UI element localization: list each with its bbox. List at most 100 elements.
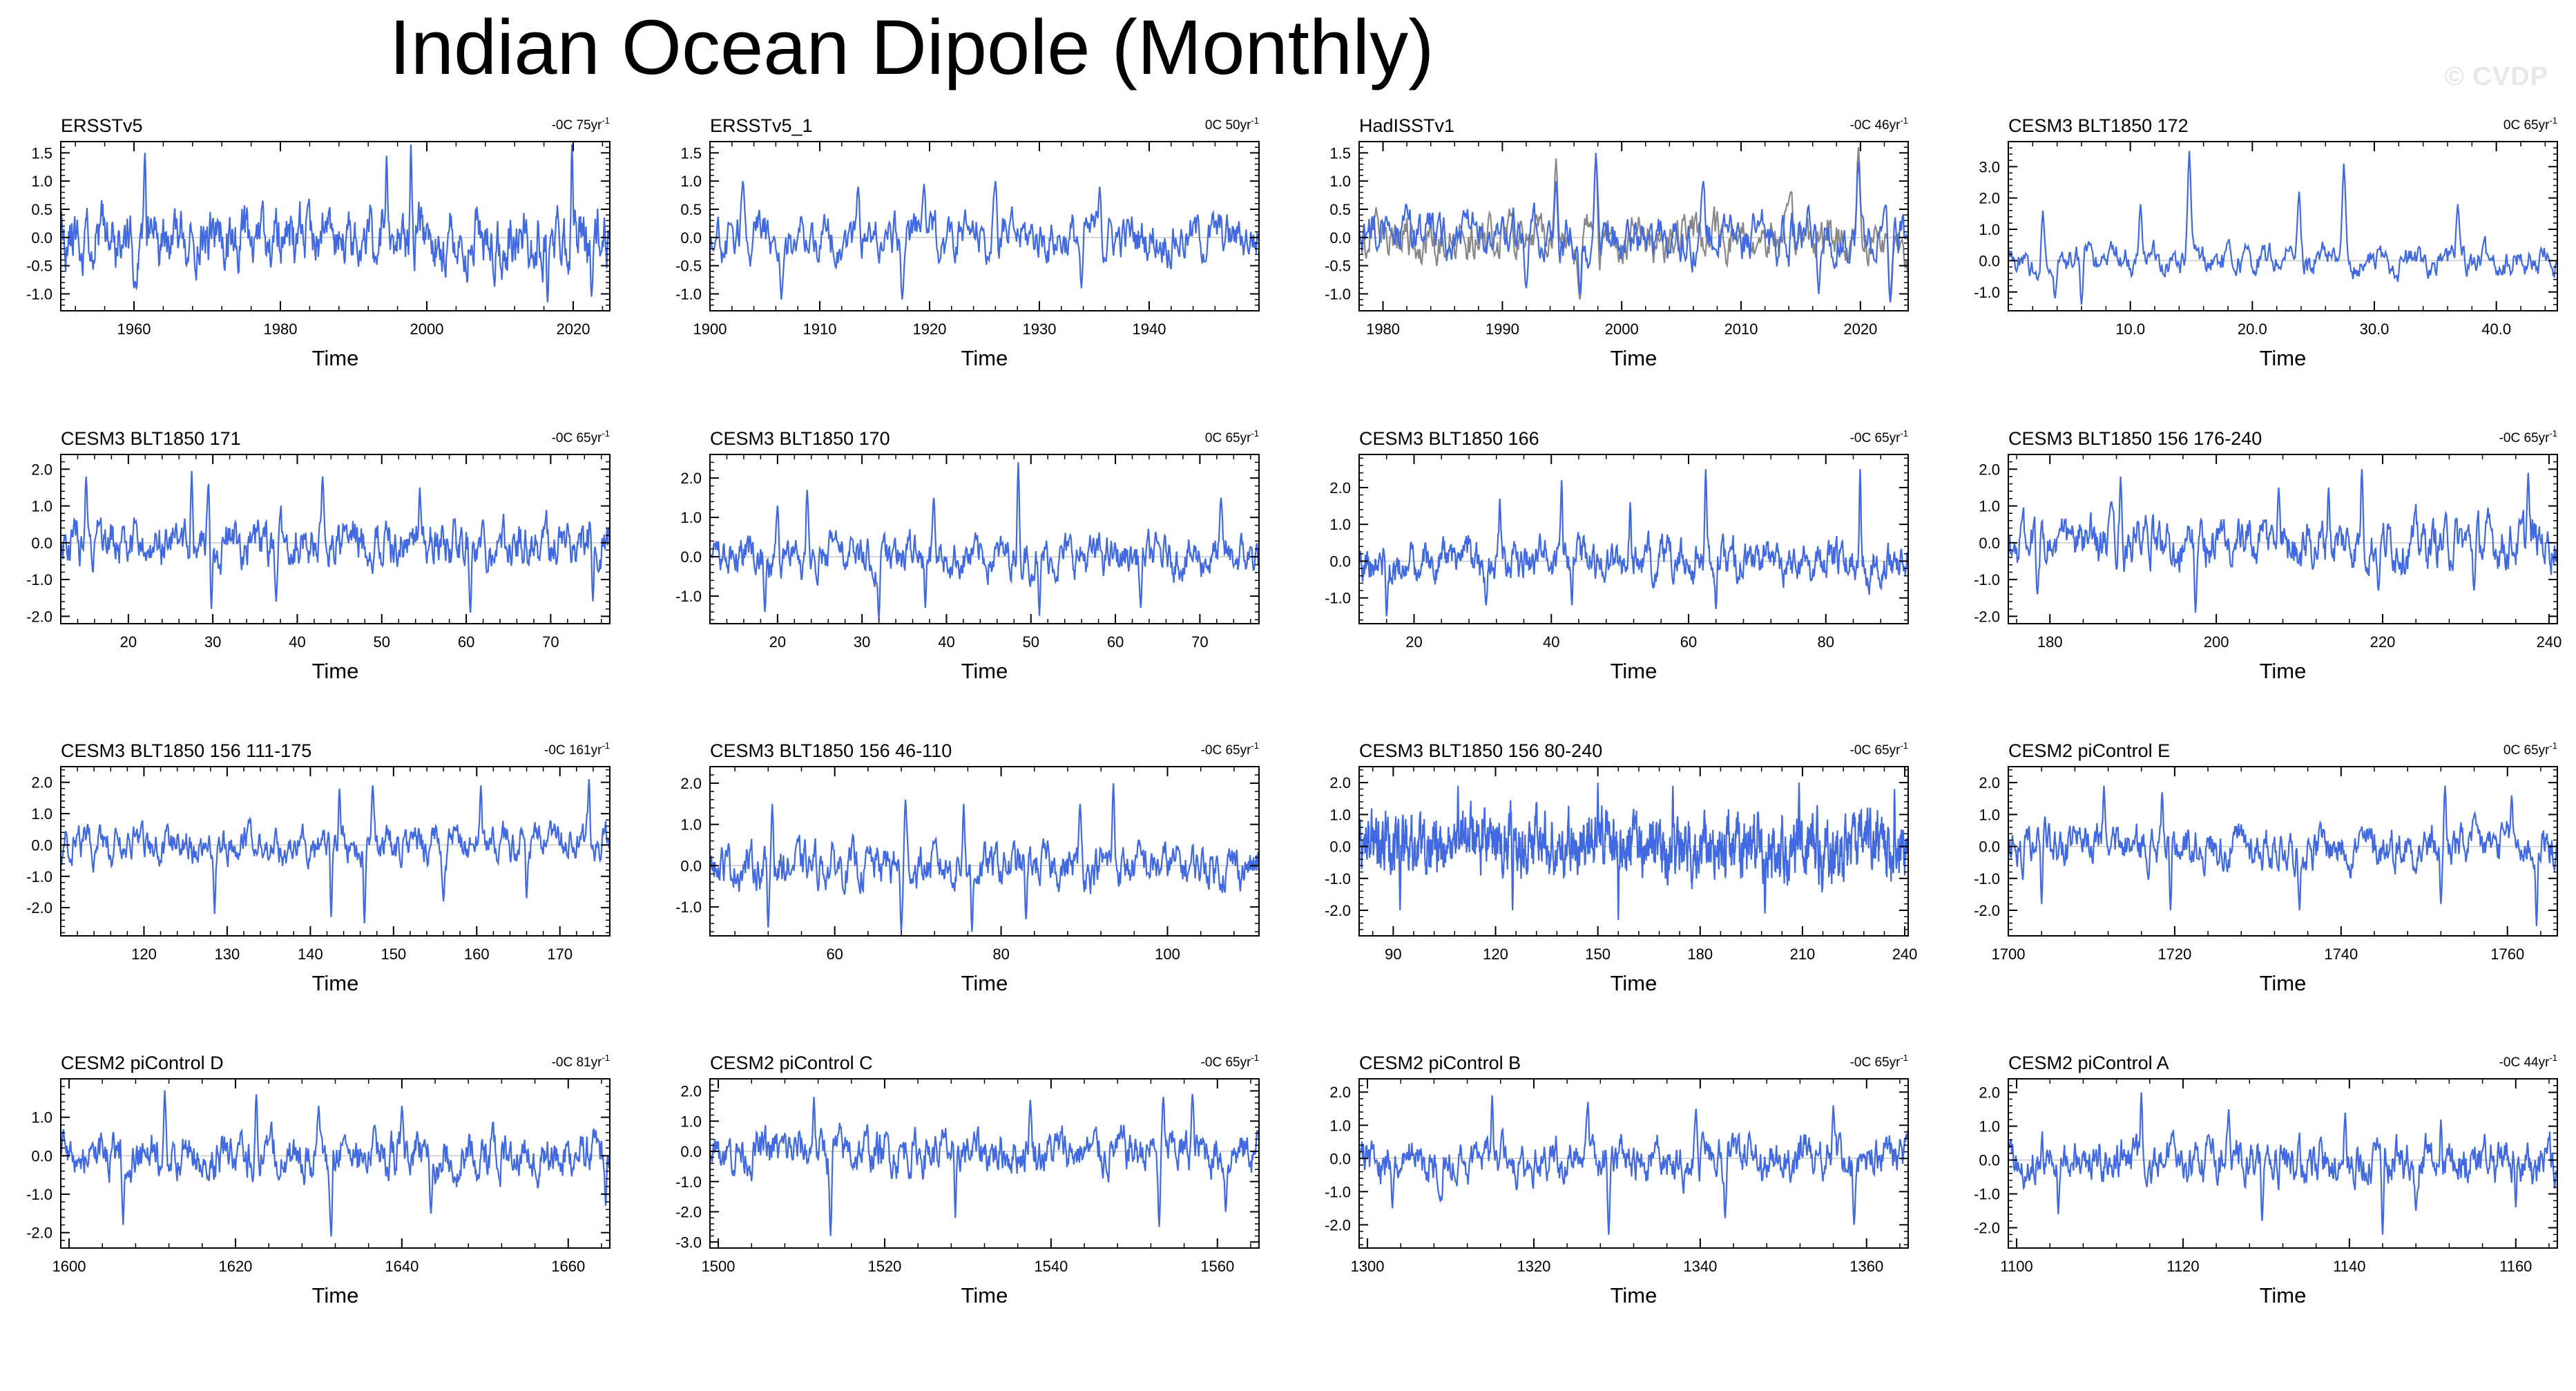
x-axis-title: Time (961, 659, 1008, 683)
y-tick-label: -2.0 (26, 899, 52, 917)
x-axis-title: Time (961, 1283, 1008, 1307)
trend-label: -0C 65yr-1 (2499, 428, 2557, 445)
panel-title: CESM2 piControl D (61, 1053, 224, 1073)
x-tick-label: 1620 (218, 1258, 252, 1275)
x-axis-title: Time (1611, 659, 1657, 683)
y-tick-label: 1.0 (1329, 1117, 1351, 1134)
x-tick-label: 10.0 (2115, 320, 2145, 338)
y-tick-label: -1.0 (675, 899, 702, 916)
x-axis-title: Time (312, 971, 359, 995)
panel-6: CESM3 BLT1850 170 0C 65yr-1 20 30 40 50 60 70 -1… (675, 428, 1260, 683)
panel-10: CESM3 BLT1850 156 46-110 -0C 65yr-1 60 80 10… (675, 740, 1260, 995)
x-tick-label: 20 (120, 633, 137, 651)
y-tick-label: -1.0 (1325, 590, 1351, 607)
x-axis-title: Time (1611, 971, 1657, 995)
panel-16: CESM2 piControl A -0C 44yr-1 1100 1120 1140 1… (1974, 1053, 2558, 1307)
y-tick-label: 0.0 (1979, 838, 2000, 856)
series-line (709, 462, 1260, 620)
panel-title: HadISSTv1 (1359, 115, 1454, 136)
panel-1: ERSSTv5 -0C 75yr-1 1960 1980 2000 2020 -1.0 -0.… (26, 115, 611, 370)
x-tick-label: 80 (992, 946, 1009, 963)
x-tick-label: 60 (1680, 633, 1697, 651)
y-tick-label: -1.0 (1974, 284, 2000, 301)
y-tick-label: -2.0 (1974, 1220, 2000, 1237)
page-title: Indian Ocean Dipole (Monthly) (389, 4, 1434, 90)
series-line (2007, 1092, 2558, 1235)
y-tick-label: -2.0 (1974, 608, 2000, 625)
series-line (2007, 785, 2559, 927)
y-tick-label: 3.0 (1979, 158, 2000, 175)
y-tick-label: -1.0 (1325, 870, 1351, 888)
trend-label: 0C 65yr-1 (2503, 740, 2557, 758)
trend-label: 0C 65yr-1 (2503, 115, 2557, 133)
y-tick-label: -2.0 (1325, 1216, 1351, 1234)
y-tick-label: 2.0 (1979, 774, 2000, 792)
x-tick-label: 2000 (410, 320, 444, 338)
y-tick-label: 1.5 (31, 144, 52, 162)
series-line (709, 783, 1260, 932)
trend-label: -0C 65yr-1 (1850, 740, 1908, 758)
x-tick-label: 120 (131, 946, 157, 963)
panel-title: CESM3 BLT1850 170 (710, 428, 890, 449)
y-tick-label: 1.0 (1979, 1118, 2000, 1135)
panel-title: ERSSTv5 (61, 115, 143, 136)
y-tick-label: 2.0 (1329, 479, 1351, 497)
x-tick-label: 1100 (2000, 1258, 2032, 1275)
x-tick-label: 1980 (1366, 320, 1400, 338)
x-tick-label: 1990 (1486, 320, 1519, 338)
panel-title: CESM3 BLT1850 156 46-110 (710, 740, 952, 761)
y-tick-label: -1.0 (26, 868, 52, 885)
x-tick-label: 200 (2204, 633, 2229, 651)
y-tick-label: 1.0 (680, 509, 702, 526)
y-tick-label: -2.0 (1325, 902, 1351, 919)
trend-label: -0C 44yr-1 (2499, 1053, 2557, 1070)
x-tick-label: 1560 (1200, 1258, 1234, 1275)
y-tick-label: 0.0 (31, 836, 52, 854)
x-tick-label: 1740 (2324, 946, 2358, 963)
panel-11: CESM3 BLT1850 156 80-240 -0C 65yr-1 90 120 1… (1325, 740, 1917, 995)
x-tick-label: 1300 (1351, 1258, 1385, 1275)
x-tick-label: 100 (1155, 946, 1180, 963)
x-tick-label: 40.0 (2481, 320, 2511, 338)
x-axis-title: Time (312, 1283, 359, 1307)
y-tick-label: -1.0 (1325, 1183, 1351, 1200)
x-tick-label: 20 (769, 633, 786, 651)
x-tick-label: 1930 (1023, 320, 1057, 338)
trend-label: -0C 75yr-1 (552, 115, 610, 133)
panel-7: CESM3 BLT1850 166 -0C 65yr-1 20 40 60 80 -1.0 0… (1325, 428, 1910, 683)
x-tick-label: 170 (547, 946, 573, 963)
x-tick-label: 1600 (52, 1258, 86, 1275)
x-tick-label: 130 (215, 946, 240, 963)
y-tick-label: -0.5 (26, 258, 52, 275)
y-tick-label: 1.5 (1329, 144, 1351, 162)
y-tick-label: 0.0 (680, 857, 702, 874)
y-tick-label: 1.0 (680, 816, 702, 834)
x-tick-label: 1320 (1517, 1258, 1550, 1275)
y-tick-label: 1.0 (1329, 806, 1351, 823)
x-tick-label: 1660 (551, 1258, 585, 1275)
x-tick-label: 240 (2537, 633, 2562, 651)
y-tick-label: 0.0 (1979, 1152, 2000, 1169)
series-line (59, 144, 611, 303)
plot-frame (2008, 141, 2558, 311)
y-tick-label: -1.0 (26, 1186, 52, 1203)
y-tick-label: 0.0 (31, 535, 52, 552)
y-tick-label: -3.0 (675, 1234, 702, 1251)
series-line (1358, 469, 1910, 617)
panel-title: CESM2 piControl A (2008, 1053, 2169, 1073)
plot-frame (709, 454, 1260, 624)
x-tick-label: 30.0 (2360, 320, 2390, 338)
x-tick-label: 70 (542, 633, 559, 651)
panel-5: CESM3 BLT1850 171 -0C 65yr-1 20 30 40 50 60 70 -… (26, 428, 611, 683)
y-tick-label: 1.0 (1979, 221, 2000, 238)
x-tick-label: 30 (204, 633, 221, 651)
y-tick-label: 0.0 (1979, 535, 2000, 552)
y-tick-label: 0.0 (31, 229, 52, 247)
panel-title: CESM3 BLT1850 172 (2008, 115, 2189, 136)
y-tick-label: 1.0 (1979, 806, 2000, 823)
x-axis-title: Time (312, 659, 359, 683)
x-axis-title: Time (1611, 346, 1657, 370)
plot-frame (60, 454, 611, 624)
y-tick-label: 2.0 (1329, 1084, 1351, 1101)
y-tick-label: 0.0 (680, 229, 702, 247)
